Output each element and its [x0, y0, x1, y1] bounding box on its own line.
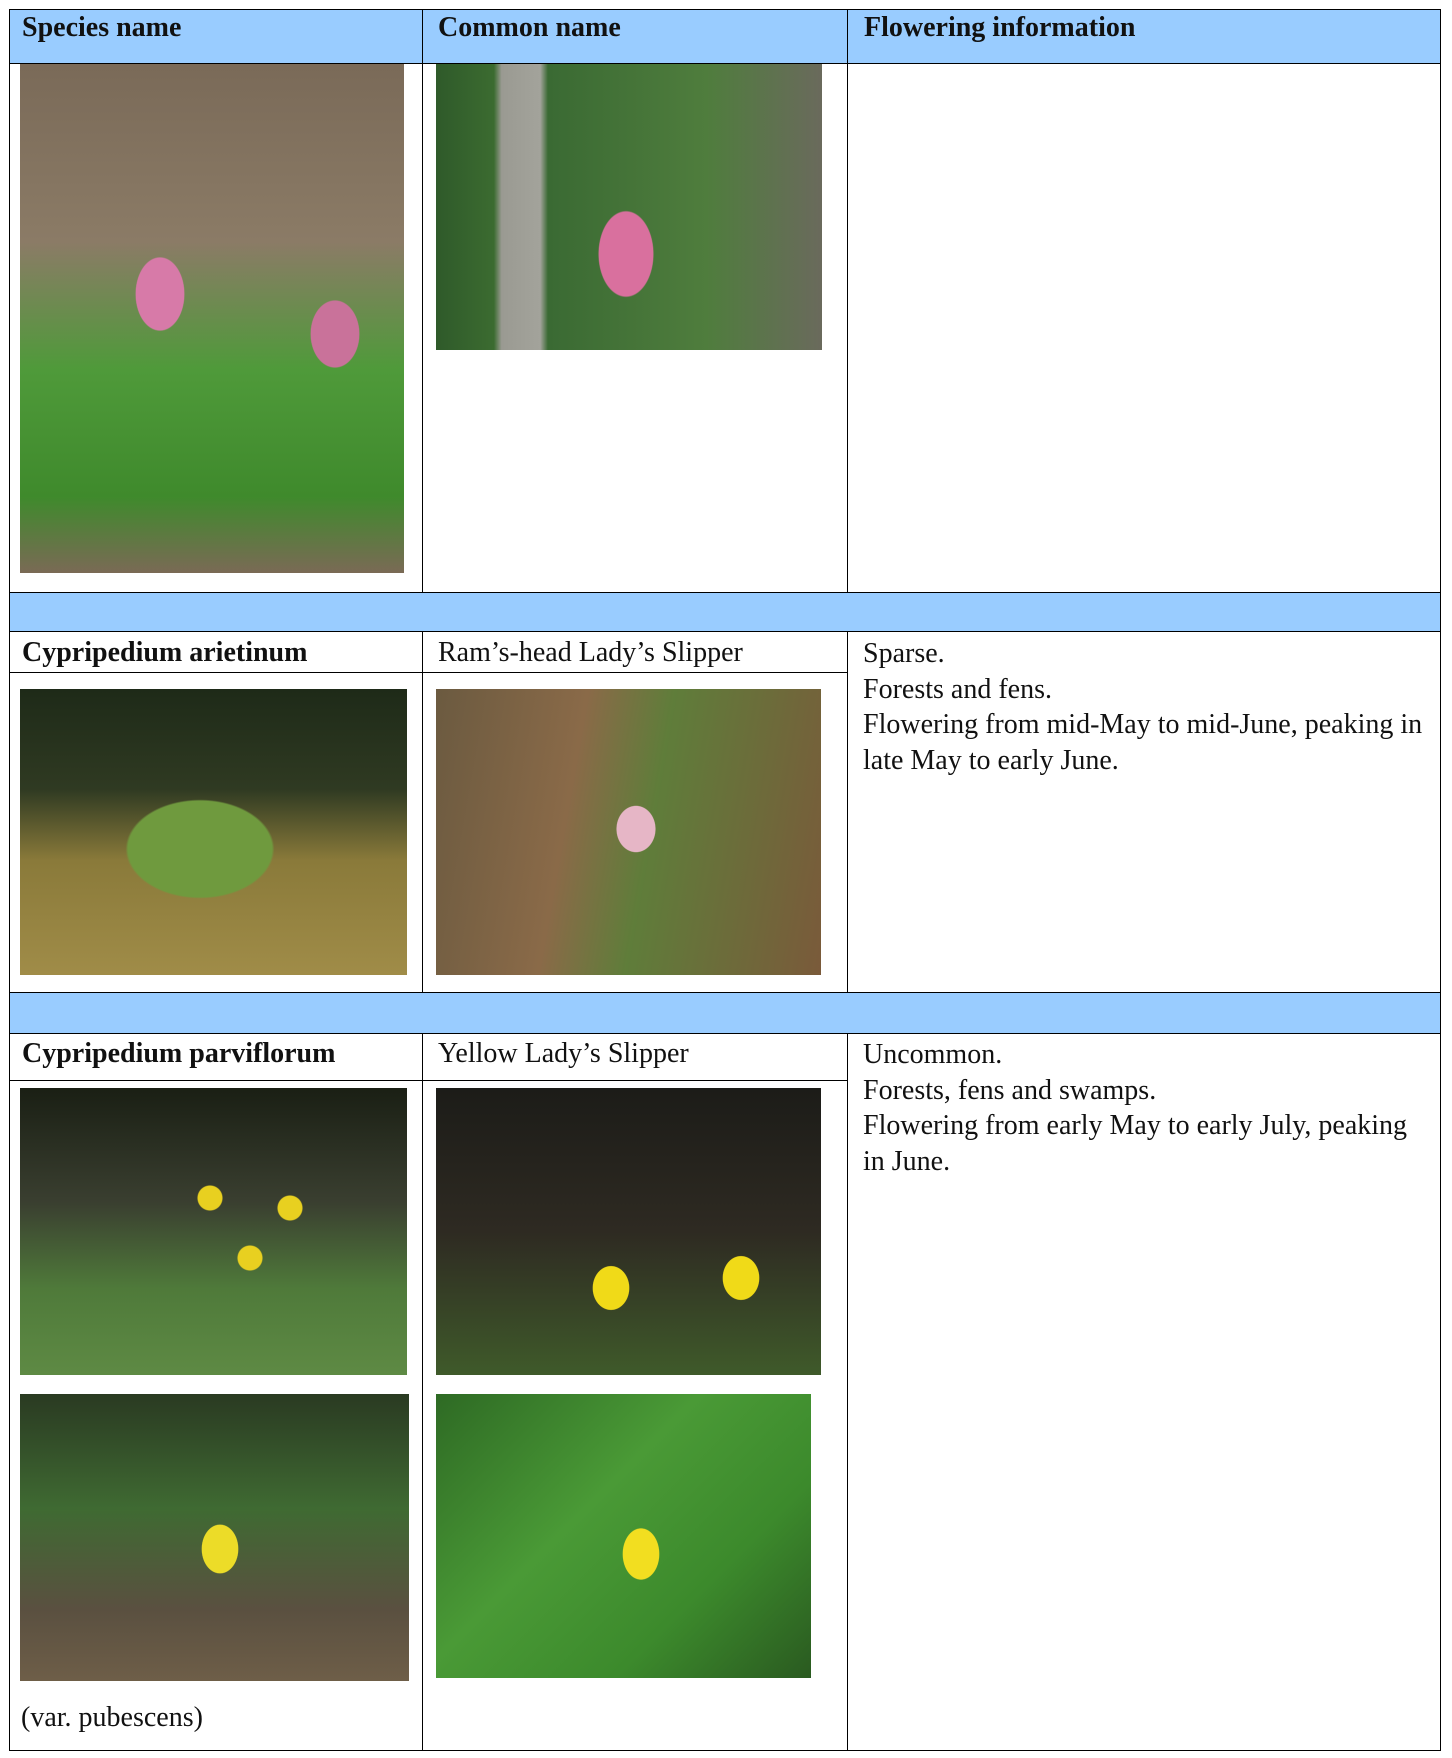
info-line: Forests and fens. — [863, 673, 1052, 705]
separator-row — [9, 592, 1441, 632]
header-text: Flowering information — [864, 12, 1136, 43]
info-line: Sparse. — [863, 638, 945, 669]
rule — [9, 672, 848, 673]
header-cell — [422, 9, 848, 64]
photo — [20, 64, 404, 573]
photo — [436, 689, 821, 975]
species-name: Cypripedium arietinum — [22, 637, 308, 668]
common-name: Ram’s-head Lady’s Slipper — [438, 637, 743, 668]
photo — [20, 1088, 407, 1375]
info-line: Forests, fens and swamps. — [863, 1074, 1157, 1106]
separator-row — [9, 992, 1441, 1034]
photo — [436, 1394, 811, 1678]
species-name: Cypripedium parviflorum — [22, 1038, 336, 1069]
photo — [436, 1088, 821, 1375]
info-line: Flowering from early May to early July, … — [863, 1110, 1408, 1177]
header-text: Common name — [438, 12, 621, 43]
rule — [9, 1080, 848, 1081]
header-text: Species name — [22, 12, 182, 43]
header-cell — [9, 9, 423, 64]
flowering-info: Uncommon. Forests, fens and swamps. Flow… — [863, 1037, 1423, 1179]
photo — [436, 64, 822, 350]
info-line: Uncommon. — [863, 1039, 1003, 1070]
info-line: Flowering from mid-May to mid-June, peak… — [863, 709, 1423, 776]
variety-note: (var. pubescens) — [21, 1702, 203, 1733]
photo — [20, 689, 407, 975]
cell — [847, 1033, 1441, 1751]
flowering-info: Sparse. Forests and fens. Flowering from… — [863, 636, 1423, 778]
cell — [847, 63, 1441, 593]
common-name: Yellow Lady’s Slipper — [438, 1038, 689, 1069]
photo — [20, 1394, 409, 1681]
